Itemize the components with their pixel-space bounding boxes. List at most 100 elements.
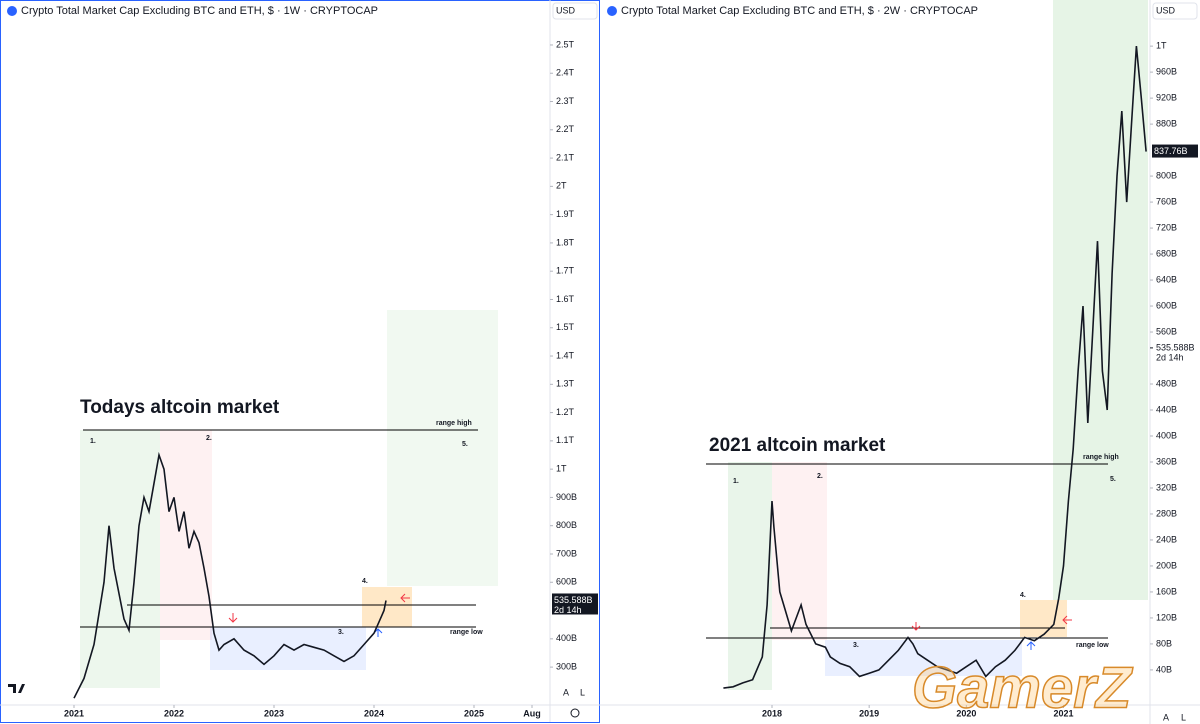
zone	[387, 310, 498, 586]
price-line	[723, 46, 1147, 689]
arrow	[1026, 641, 1036, 650]
y-tick-label: 600B	[1156, 300, 1177, 310]
range-high: range high	[436, 420, 472, 427]
zone	[1020, 600, 1067, 637]
scale-button[interactable]: L	[580, 687, 585, 697]
right-panel	[600, 0, 1200, 724]
y-tick-label: 240B	[1156, 534, 1177, 544]
zone	[160, 430, 212, 640]
y-tick-label: 2.3T	[556, 96, 575, 106]
y-tick-label: 1.9T	[556, 209, 575, 219]
y-tick-label: 1.6T	[556, 294, 575, 304]
settings-icon[interactable]	[570, 708, 580, 718]
scale-button[interactable]: L	[1181, 712, 1186, 722]
symbol-icon	[607, 6, 617, 16]
last-price-box	[1152, 144, 1198, 158]
y-tick-label: 1.1T	[556, 435, 575, 445]
heading: Todays altcoin market	[80, 397, 280, 418]
y-tick-label: 80B	[1156, 638, 1172, 648]
currency[interactable]: USD	[1156, 5, 1176, 15]
y-tick-label: 1.4T	[556, 350, 575, 360]
step: 4.	[362, 578, 368, 585]
currency-button[interactable]	[1152, 2, 1198, 20]
y-tick-label: 400B	[1156, 430, 1177, 440]
y-tick-label: 120B	[1156, 612, 1177, 622]
step: 3.	[338, 629, 344, 636]
y-tick-label: 1.8T	[556, 237, 575, 247]
x-tick-label: 2025	[464, 708, 484, 718]
symbol-icon	[7, 6, 17, 16]
y-tick-label: 2.5T	[556, 39, 575, 49]
y-tick-label: 680B	[1156, 248, 1177, 258]
zone	[210, 627, 366, 670]
arrow	[911, 622, 921, 631]
y-tick-label: 920B	[1156, 92, 1177, 102]
x-tick-label: 2020	[956, 708, 976, 718]
zones	[80, 310, 498, 688]
y-tick-label: 1T	[556, 464, 567, 474]
y-tick-label: 480B	[1156, 378, 1177, 388]
scale-button[interactable]: A	[563, 687, 569, 697]
y-tick-label: 360B	[1156, 456, 1177, 466]
y-tick-label: 720B	[1156, 222, 1177, 232]
y-tick-label: 320B	[1156, 482, 1177, 492]
last-price-label: 837.76B	[1154, 146, 1188, 156]
last-price-label: 535.588B	[554, 595, 593, 605]
y-tick-label: 40B	[1156, 664, 1172, 674]
y-tick-label: 2T	[556, 181, 567, 191]
countdown: 2d 14h	[1156, 352, 1184, 362]
y-tick-label: 2.4T	[556, 68, 575, 78]
price-label: 535.588B	[1156, 342, 1195, 352]
chart-title: Crypto Total Market Cap Excluding BTC an…	[621, 5, 978, 17]
y-tick-label: 600B	[556, 577, 577, 587]
scale-button[interactable]: A	[1163, 712, 1169, 722]
y-tick-label: 1.5T	[556, 322, 575, 332]
x-tick-label: 2022	[164, 708, 184, 718]
y-tick-label: 400B	[556, 633, 577, 643]
step: 4.	[1020, 592, 1026, 599]
y-tick-label: 280B	[1156, 508, 1177, 518]
y-tick-label: 960B	[1156, 66, 1177, 76]
x-tick-label: 2021	[64, 708, 84, 718]
y-tick-label: 1.7T	[556, 266, 575, 276]
watermark: GamerZ	[912, 655, 1134, 720]
arrow	[228, 613, 238, 623]
x-tick-label: 2023	[264, 708, 284, 718]
step: 5.	[1110, 476, 1116, 483]
heading: 2021 altcoin market	[709, 435, 886, 456]
y-tick-label: 800B	[1156, 170, 1177, 180]
y-tick-label: 1.3T	[556, 379, 575, 389]
y-tick-label: 800B	[556, 520, 577, 530]
step: 5.	[462, 441, 468, 448]
last-price-box	[552, 593, 598, 615]
currency[interactable]: USD	[556, 5, 576, 15]
arrow	[1062, 615, 1072, 625]
y-tick-label: 900B	[556, 492, 577, 502]
y-tick-label: 200B	[1156, 560, 1177, 570]
y-tick-label: 560B	[1156, 326, 1177, 336]
step: 2.	[206, 435, 212, 442]
y-tick-label: 2.2T	[556, 124, 575, 134]
currency-button[interactable]	[552, 2, 598, 20]
x-tick-label: 2019	[859, 708, 879, 718]
zone	[362, 587, 412, 627]
x-tick-label: 2024	[364, 708, 384, 718]
y-tick-label: 640B	[1156, 274, 1177, 284]
range-low: range low	[450, 629, 483, 636]
step: 1.	[733, 478, 739, 485]
zone	[772, 462, 827, 640]
range-high: range high	[1083, 454, 1119, 461]
step: 1.	[90, 438, 96, 445]
price-line	[73, 451, 387, 699]
range-low: range low	[1076, 642, 1109, 649]
y-tick-label: 160B	[1156, 586, 1177, 596]
chart-title: Crypto Total Market Cap Excluding BTC an…	[21, 5, 378, 17]
zone	[728, 462, 772, 690]
step: 2.	[817, 473, 823, 480]
step: 3.	[853, 642, 859, 649]
y-tick-label: 300B	[556, 661, 577, 671]
y-tick-label: 880B	[1156, 118, 1177, 128]
logo	[8, 684, 25, 693]
y-tick-label: 1T	[1156, 41, 1167, 51]
